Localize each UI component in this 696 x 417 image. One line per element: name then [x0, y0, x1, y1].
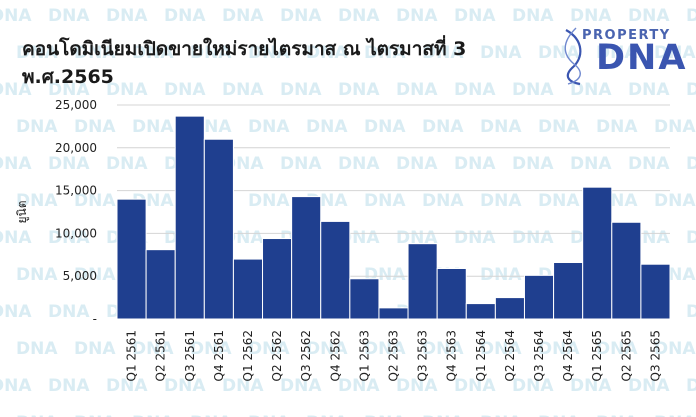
x-tick-label: Q1 2564 [474, 330, 488, 381]
x-tick-label: Q3 2561 [183, 330, 197, 381]
bar [116, 198, 147, 320]
bar [640, 263, 671, 320]
y-tick-label: 10,000 [55, 226, 97, 240]
x-tick-label: Q4 2562 [328, 330, 342, 381]
x-axis-tick-labels: Q1 2561 Q2 2561 Q3 2561 Q4 2561 Q1 2562 Q2 25… [125, 330, 663, 381]
x-tick-label: Q3 2565 [648, 330, 662, 381]
y-axis-label: ยูนิต [15, 200, 30, 223]
y-tick-label: 15,000 [55, 184, 97, 198]
bars [116, 115, 671, 320]
x-tick-label: Q4 2561 [212, 330, 226, 381]
property-dna-logo: PROPERTY DNA [558, 24, 690, 86]
bar [262, 238, 293, 320]
x-tick-label: Q3 2564 [532, 330, 546, 381]
y-axis-tick-labels: - 5,000 10,000 15,000 20,000 25,000 [55, 98, 97, 326]
bar [378, 307, 409, 320]
x-tick-label: Q2 2565 [619, 330, 633, 381]
y-tick-label: 20,000 [55, 141, 97, 155]
logo-top-text: PROPERTY [582, 28, 671, 43]
bar [232, 258, 264, 320]
bar [291, 196, 322, 320]
y-tick-label: 5,000 [63, 269, 97, 283]
bar [145, 249, 176, 320]
y-tick-label: - [93, 312, 97, 326]
x-tick-label: Q2 2564 [503, 330, 517, 381]
x-tick-label: Q2 2562 [270, 330, 284, 381]
y-tick-label: 25,000 [55, 98, 97, 112]
x-tick-label: Q1 2563 [357, 330, 371, 381]
bar [611, 221, 642, 320]
bar [465, 303, 496, 320]
x-tick-label: Q1 2561 [125, 330, 139, 381]
chart-title-line2: พ.ศ.2565 [22, 66, 114, 88]
x-tick-label: Q4 2564 [561, 330, 575, 381]
bar [349, 278, 380, 320]
x-tick-label: Q1 2562 [241, 330, 255, 381]
bar [582, 186, 613, 320]
bar [320, 220, 351, 320]
x-tick-label: Q3 2562 [299, 330, 313, 381]
bar [203, 138, 234, 320]
dna-swirl-icon [564, 27, 582, 86]
bar [494, 297, 525, 320]
bar [523, 274, 555, 320]
x-tick-label: Q3 2563 [416, 330, 430, 381]
bar [174, 115, 205, 320]
bar [436, 267, 467, 320]
x-tick-label: Q4 2563 [445, 330, 459, 381]
logo-main-text: DNA [596, 38, 688, 78]
bar [407, 243, 438, 320]
bar [553, 262, 584, 320]
x-tick-label: Q1 2565 [590, 330, 604, 381]
chart-title-line1: คอนโดมิเนียมเปิดขายใหม่รายไตรมาส ณ ไตรมา… [22, 38, 467, 60]
x-tick-label: Q2 2563 [387, 330, 401, 381]
x-tick-label: Q2 2561 [154, 330, 168, 381]
